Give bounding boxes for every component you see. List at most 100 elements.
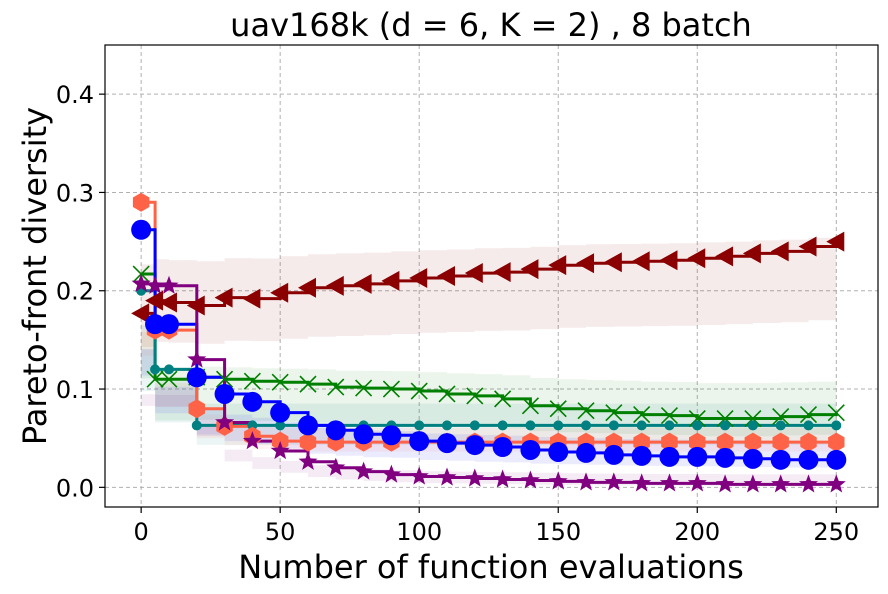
series-markers xyxy=(131,192,847,493)
series-2-point xyxy=(247,420,258,431)
series-1-point xyxy=(633,406,651,424)
series-4-point xyxy=(242,391,263,412)
series-0-point xyxy=(770,241,789,262)
series-1-point xyxy=(688,409,706,428)
series-0-band xyxy=(141,235,837,347)
series-1-point xyxy=(577,402,595,420)
series-1-point xyxy=(466,387,484,405)
series-0-point xyxy=(145,290,164,311)
series-2-point xyxy=(469,420,480,431)
series-4-point xyxy=(603,444,624,465)
x-tick-label: 100 xyxy=(396,518,442,546)
series-3-point xyxy=(299,432,317,452)
series-2-point xyxy=(163,364,174,375)
series-2-point xyxy=(553,420,564,431)
series-5-point xyxy=(215,412,235,431)
series-0-point xyxy=(492,262,511,283)
series-1-point xyxy=(549,400,567,418)
series-4-point xyxy=(492,437,513,458)
y-tick-label: 0.3 xyxy=(56,179,94,207)
series-4-point xyxy=(770,449,791,470)
series-5-point xyxy=(298,451,318,470)
series-0-point xyxy=(687,248,706,269)
series-4-point xyxy=(409,431,430,452)
series-0-point xyxy=(353,273,372,294)
series-4-point xyxy=(381,425,402,446)
series-1-point xyxy=(660,407,679,425)
series-1-point xyxy=(410,382,428,400)
series-2-point xyxy=(191,420,202,431)
series-4-point xyxy=(158,314,179,335)
series-0-point xyxy=(631,251,650,272)
series-2-point xyxy=(747,420,758,431)
y-tick-label: 0.4 xyxy=(56,81,94,109)
series-1-point xyxy=(605,404,623,422)
series-1-point xyxy=(355,379,373,397)
x-tick-label: 250 xyxy=(813,518,859,546)
series-5-band xyxy=(141,394,837,487)
series-5-point xyxy=(242,431,262,450)
y-tick-label: 0.0 xyxy=(56,474,94,502)
series-0-point xyxy=(297,277,316,298)
series-0-point xyxy=(437,266,456,286)
series-4-point xyxy=(214,383,235,404)
series-4-point xyxy=(631,445,652,466)
x-tick-label: 0 xyxy=(134,518,149,546)
series-4-point xyxy=(325,420,346,441)
series-3-point xyxy=(828,432,845,452)
series-4-point xyxy=(548,441,569,462)
series-5-point xyxy=(771,474,791,493)
series-2-point xyxy=(150,364,161,375)
series-5-point xyxy=(187,349,207,368)
series-5-point xyxy=(826,474,846,493)
series-5-point xyxy=(715,474,735,493)
series-3-point xyxy=(716,432,734,452)
plot-frame xyxy=(104,44,879,508)
x-axis-ticks: 0 50 100 150 200 250 xyxy=(134,507,859,546)
series-0-point xyxy=(325,275,344,296)
series-0-point xyxy=(242,288,261,309)
series-1-point xyxy=(716,409,734,428)
series-4-point xyxy=(186,367,207,388)
series-1-point xyxy=(327,378,345,396)
x-tick-label: 150 xyxy=(535,518,581,546)
series-5-point xyxy=(743,474,763,493)
x-tick-label: 50 xyxy=(265,518,296,546)
series-2-point xyxy=(414,420,425,431)
series-5-point xyxy=(799,474,818,493)
x-axis-label: Number of function evaluations xyxy=(238,548,744,586)
series-2-point xyxy=(636,420,647,431)
series-4-point xyxy=(437,433,458,454)
series-4-point xyxy=(576,442,597,463)
series-1-point xyxy=(772,408,790,426)
y-axis-label: Pareto-front diversity xyxy=(16,107,54,445)
series-0-point xyxy=(603,252,622,273)
series-1-point xyxy=(215,370,234,388)
series-1-point xyxy=(521,397,539,415)
series-4-point xyxy=(742,448,763,469)
series-4-point xyxy=(826,449,847,470)
series-5-point xyxy=(159,275,179,294)
series-2-point xyxy=(720,420,731,431)
series-4-point xyxy=(687,446,708,467)
series-0-point xyxy=(158,292,177,313)
series-1-point xyxy=(744,409,762,428)
series-2-point xyxy=(831,420,842,431)
series-4-point xyxy=(131,219,152,240)
series-2-point xyxy=(525,420,536,431)
series-5-point xyxy=(493,469,513,488)
series-2-point xyxy=(775,420,786,431)
series-0-point xyxy=(576,253,595,274)
series-5-point xyxy=(354,461,374,480)
series-1-point xyxy=(243,372,261,390)
y-axis-ticks: 0.0 0.1 0.2 0.3 0.4 xyxy=(56,81,105,502)
series-5-point xyxy=(632,473,652,492)
series-4-point xyxy=(145,314,166,335)
series-2-point xyxy=(803,420,814,431)
series-0-point xyxy=(715,246,734,267)
series-2-point xyxy=(664,420,675,431)
series-0-point xyxy=(409,267,428,288)
series-2-point xyxy=(692,420,703,431)
series-1-point xyxy=(299,375,317,393)
